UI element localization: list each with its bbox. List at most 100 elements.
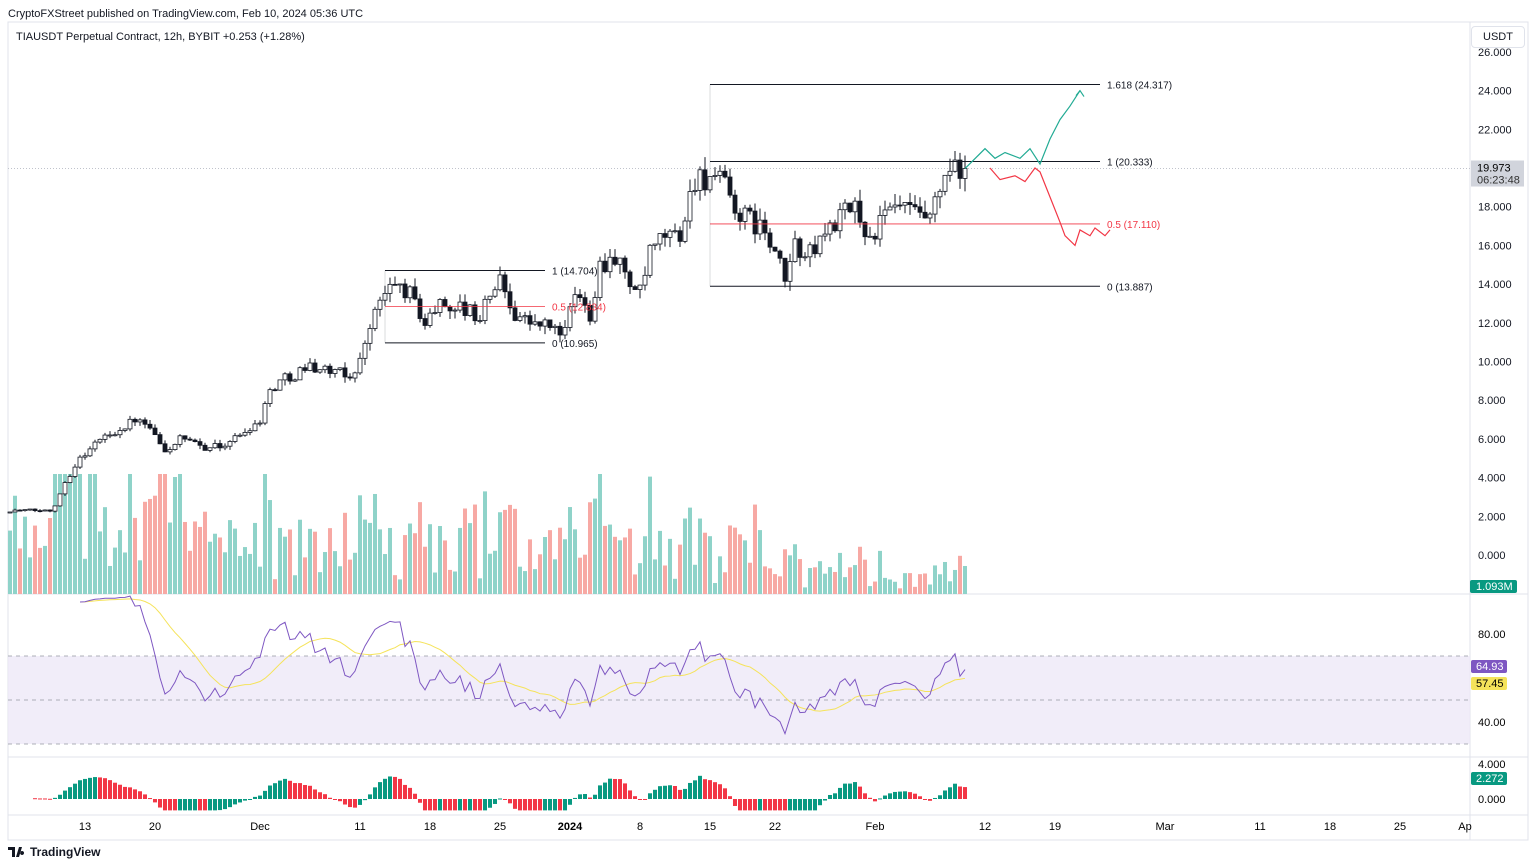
macd-histogram-bar (428, 799, 432, 811)
candle (72, 466, 78, 477)
volume-bar (593, 498, 597, 594)
volume-bar (833, 571, 837, 594)
macd-histogram-bar (618, 779, 622, 799)
volume-bar (608, 524, 612, 594)
candle (52, 505, 58, 512)
volume-bar (573, 529, 577, 594)
volume-bar (558, 527, 562, 594)
volume-bar (888, 579, 892, 594)
macd-histogram-bar (913, 793, 917, 799)
volume-bar (293, 575, 297, 594)
volume-bar (298, 519, 302, 594)
macd-histogram-bar (183, 799, 187, 811)
macd-histogram-bar (903, 791, 907, 799)
candle (327, 365, 333, 374)
macd-histogram-bar (353, 799, 357, 808)
currency-button[interactable]: USDT (1471, 26, 1525, 48)
symbol-legend[interactable]: TIAUSDT Perpetual Contract, 12h, BYBIT +… (16, 31, 305, 43)
volume-bar (513, 508, 517, 594)
candle (532, 321, 538, 325)
macd-histogram-bar (363, 799, 367, 801)
candle (582, 297, 588, 306)
volume-bar (753, 504, 757, 594)
macd-histogram-bar (433, 799, 437, 811)
candle (692, 189, 698, 192)
volume-bar (333, 551, 337, 594)
macd-histogram-bar (498, 798, 502, 800)
macd-histogram-bar (123, 786, 127, 799)
macd-histogram-bar (238, 799, 242, 803)
macd-histogram-bar (783, 799, 787, 811)
candle (392, 283, 398, 286)
candle (817, 235, 823, 255)
macd-histogram-bar (358, 799, 362, 805)
volume-bar (743, 540, 747, 594)
volume-bar (128, 474, 132, 594)
macd-histogram-bar (953, 783, 957, 799)
volume-bar (378, 529, 382, 594)
candle (142, 419, 148, 425)
candle (367, 328, 373, 344)
candle (732, 194, 738, 214)
candle (797, 238, 803, 258)
macd-histogram-bar (853, 782, 857, 799)
macd-histogram-bar (753, 799, 757, 811)
volume-bar (353, 552, 357, 594)
candle (702, 169, 708, 191)
volume-bar (433, 572, 437, 594)
volume-bar (613, 536, 617, 594)
macd-histogram-bar (213, 799, 217, 811)
candle (167, 449, 173, 453)
macd-histogram-bar (43, 798, 47, 800)
candle (177, 435, 183, 445)
macd-histogram-bar (143, 794, 147, 799)
macd-histogram-bar (868, 797, 872, 799)
volume-bar (143, 501, 147, 594)
macd-histogram-bar (318, 792, 322, 799)
candle (82, 455, 88, 458)
tradingview-logo[interactable]: TradingView (8, 845, 100, 859)
volume-bar (533, 569, 537, 594)
volume-bar (103, 507, 107, 594)
candle (887, 206, 893, 211)
volume-bar (673, 578, 677, 594)
volume-bar (358, 495, 362, 594)
macd-histogram-bar (368, 794, 372, 799)
candle (22, 509, 28, 512)
price-axis-label: 22.000 (1478, 124, 1512, 136)
macd-histogram-bar (503, 799, 507, 800)
candle (272, 389, 278, 392)
volume-bar (208, 541, 212, 594)
candle (372, 308, 378, 329)
volume-bar (883, 577, 887, 594)
volume-badge (1470, 580, 1517, 593)
rsi-axis-label: 40.00 (1478, 717, 1506, 729)
time-axis-label: Dec (250, 821, 270, 833)
candle (202, 444, 208, 451)
bullish-projection-path (964, 90, 1081, 170)
macd-histogram-bar (78, 780, 82, 799)
candle (617, 257, 623, 265)
volume-bar (963, 565, 967, 594)
rsi-ma-line (79, 598, 966, 712)
volume-bar (168, 522, 172, 594)
candle (232, 435, 238, 442)
volume-bar (158, 474, 162, 594)
candle (187, 438, 193, 441)
macd-histogram-bar (458, 799, 462, 811)
macd-histogram-bar (223, 799, 227, 810)
price-axis-label: 26.000 (1478, 47, 1512, 59)
rsi-axis-label: 80.00 (1478, 629, 1506, 641)
volume-bar (8, 530, 12, 594)
volume-bar (748, 562, 752, 594)
candle (237, 434, 243, 437)
volume-bar (933, 565, 937, 594)
candle (507, 291, 513, 309)
candle (552, 325, 558, 328)
fib-level-label: 0.5 (17.110) (1107, 220, 1160, 231)
macd-histogram-bar (733, 799, 737, 806)
candle (452, 309, 458, 312)
time-axis-label: 20 (149, 821, 161, 833)
macd-histogram-bar (923, 799, 927, 800)
